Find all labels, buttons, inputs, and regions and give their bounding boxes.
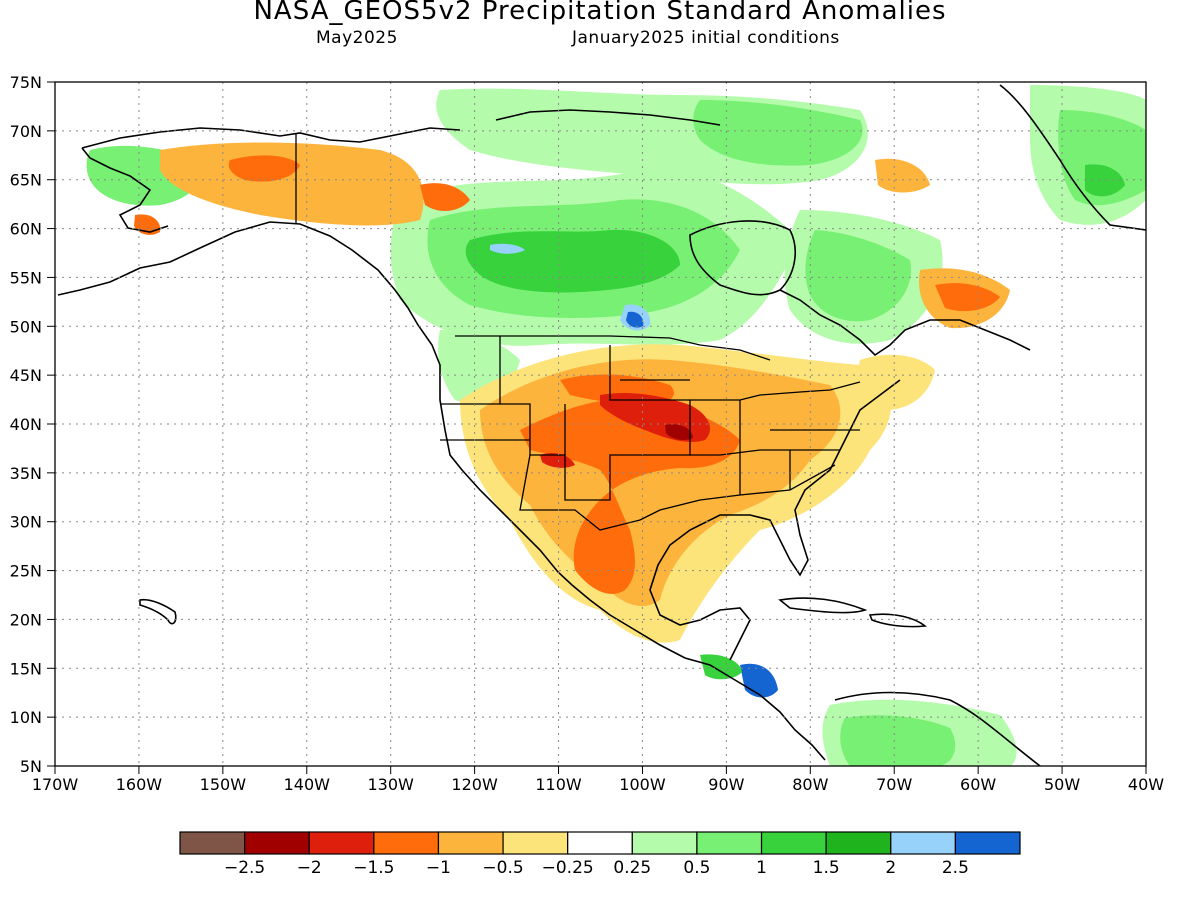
longitude-tick-label: 170W xyxy=(32,775,79,794)
longitude-tick-label: 140W xyxy=(284,775,331,794)
colorbar-swatch xyxy=(308,831,375,855)
colorbar-swatch xyxy=(696,831,763,855)
colorbar-swatch xyxy=(567,831,633,855)
longitude-tick-label: 50W xyxy=(1044,775,1080,794)
colorbar-swatch xyxy=(179,831,246,855)
colorbar-label: 2 xyxy=(885,858,896,878)
initial-conditions-label: January2025 initial conditions xyxy=(572,28,840,48)
longitude-tick-label: 70W xyxy=(876,775,912,794)
colorbar-label: 1.5 xyxy=(813,858,840,878)
longitude-tick-label: 110W xyxy=(535,775,582,794)
longitude-tick-label: 40W xyxy=(1128,775,1164,794)
colorbar: −2.5 −2 −1.5 −1 −0.5 −0.25 0.25 0.5 1 1.5 2 2.5 xyxy=(179,831,1021,878)
colorbar-label: −2.5 xyxy=(224,858,265,878)
map-area xyxy=(55,82,1146,766)
gridlines xyxy=(55,82,1146,766)
colorbar-swatch xyxy=(437,831,504,855)
colorbar-swatch xyxy=(760,831,827,855)
longitude-tick-label: 160W xyxy=(116,775,163,794)
colorbar-label: 0.25 xyxy=(613,858,651,878)
latitude-tick-label: 40N xyxy=(10,415,42,434)
colorbar-swatch xyxy=(502,831,569,855)
colorbar-label: −0.25 xyxy=(542,858,594,878)
longitude-tick-label: 60W xyxy=(960,775,996,794)
colorbar-swatch xyxy=(244,831,310,855)
longitude-tick-label: 150W xyxy=(200,775,247,794)
longitude-tick-label: 90W xyxy=(708,775,744,794)
colorbar-label: 0.5 xyxy=(683,858,710,878)
latitude-tick-label: 70N xyxy=(10,122,42,141)
colorbar-swatch xyxy=(631,831,698,855)
latitude-tick-label: 20N xyxy=(10,610,42,629)
longitude-tick-label: 80W xyxy=(792,775,828,794)
longitude-tick-label: 120W xyxy=(451,775,498,794)
latitude-tick-label: 65N xyxy=(10,171,42,190)
latitude-tick-label: 15N xyxy=(10,659,42,678)
longitude-tick-label: 130W xyxy=(368,775,415,794)
colorbar-label: −2 xyxy=(297,858,322,878)
colorbar-label: 1 xyxy=(756,858,767,878)
latitude-tick-label: 45N xyxy=(10,366,42,385)
latitude-tick-label: 50N xyxy=(10,317,42,336)
latitude-tick-label: 75N xyxy=(10,73,42,92)
colorbar-label: −1.5 xyxy=(353,858,394,878)
colorbar-label: 2.5 xyxy=(942,858,969,878)
colorbar-label: −1 xyxy=(426,858,451,878)
map-title: NASA_GEOS5v2 Precipitation Standard Anom… xyxy=(253,0,947,26)
latitude-tick-label: 60N xyxy=(10,220,42,239)
colorbar-label: −0.5 xyxy=(482,858,523,878)
latitude-tick-label: 55N xyxy=(10,268,42,287)
coastlines xyxy=(57,84,1146,766)
longitude-tick-label: 100W xyxy=(619,775,666,794)
latitude-tick-label: 25N xyxy=(10,562,42,581)
political-borders xyxy=(295,133,861,531)
axis-labels: 75N 70N 65N 60N 55N 50N 45N 40N 35N 30N 25N 20N 15N 1… xyxy=(10,73,1165,794)
colorbar-swatch xyxy=(954,831,1021,855)
valid-month-label: May2025 xyxy=(316,28,398,48)
latitude-tick-label: 10N xyxy=(10,708,42,727)
colorbar-swatch xyxy=(825,831,892,855)
colorbar-swatch xyxy=(890,831,956,855)
latitude-tick-label: 30N xyxy=(10,513,42,532)
anomaly-fields xyxy=(86,85,1146,766)
latitude-tick-label: 5N xyxy=(20,757,42,776)
latitude-tick-label: 35N xyxy=(10,464,42,483)
colorbar-swatch xyxy=(373,831,440,855)
